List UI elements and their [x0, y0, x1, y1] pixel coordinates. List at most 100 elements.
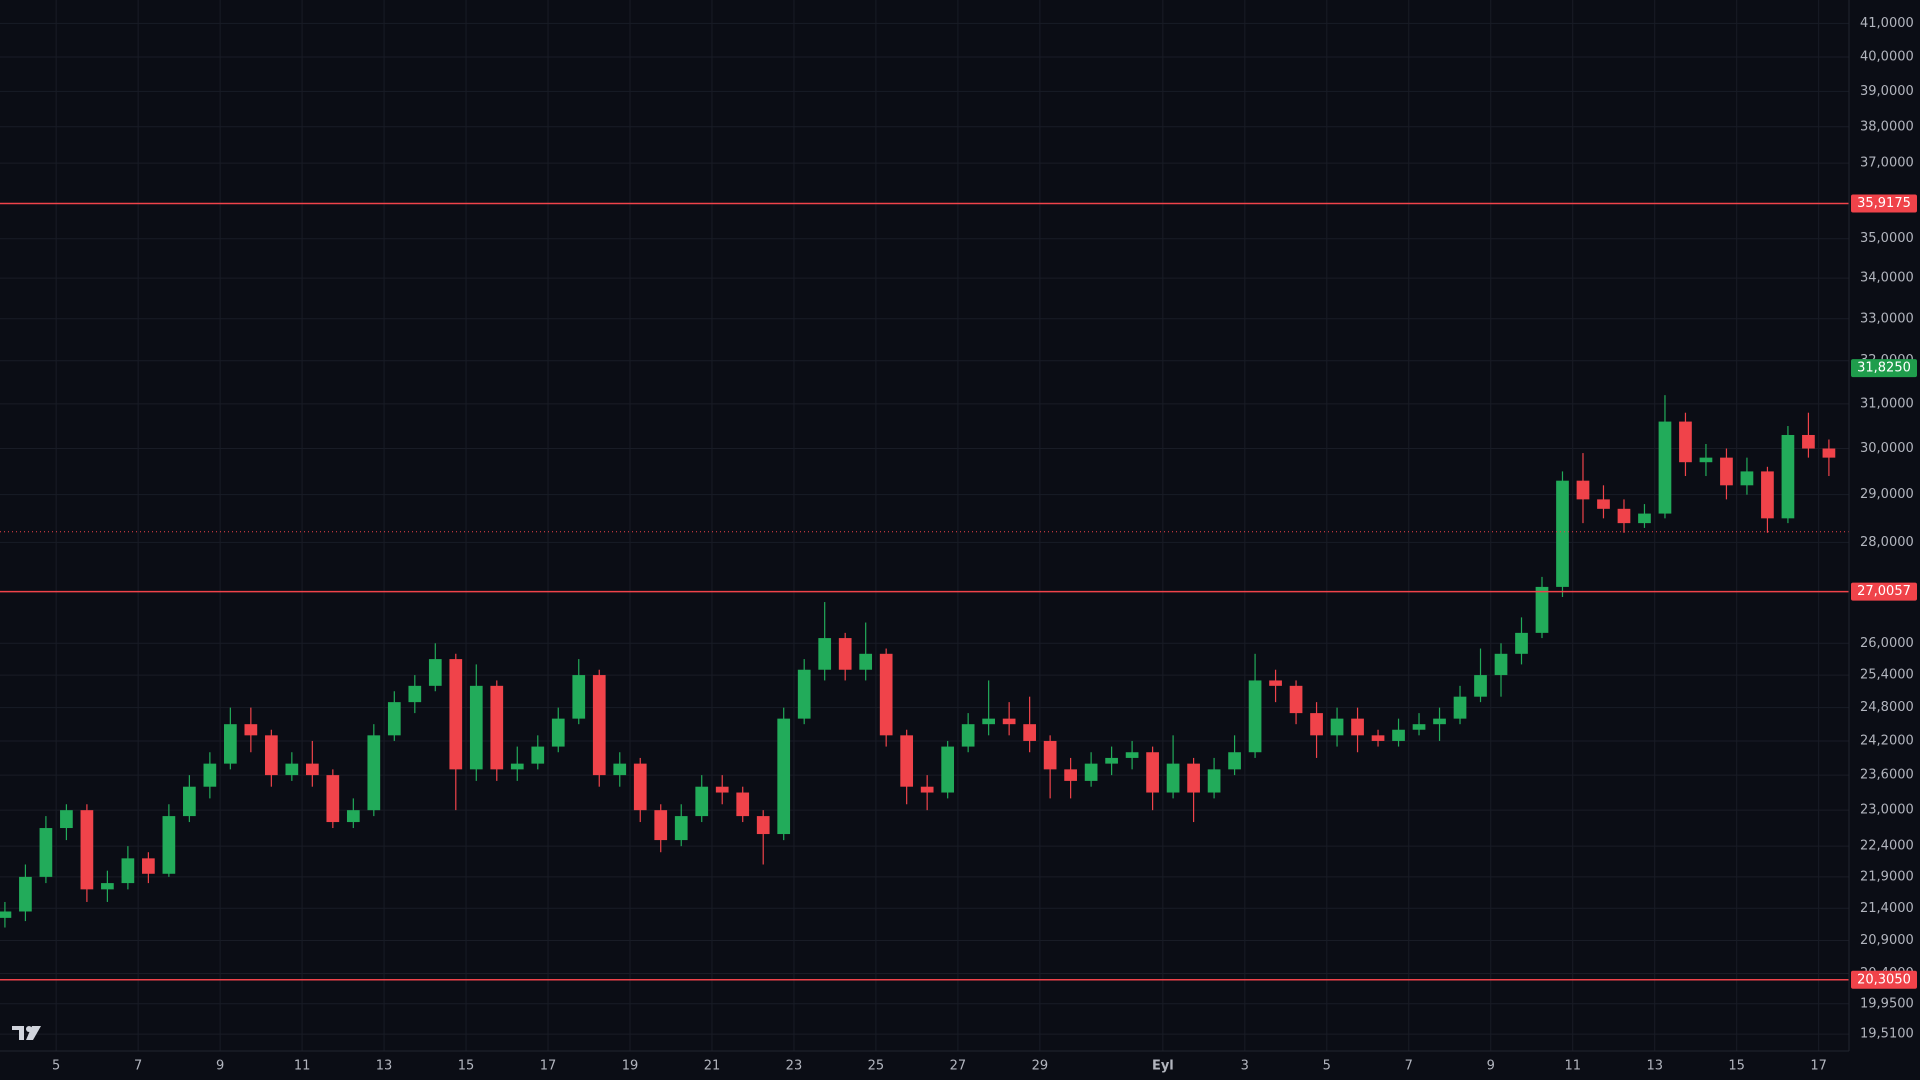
x-tick-label: 7: [1405, 1059, 1413, 1074]
y-tick-label: 26,0000: [1860, 636, 1914, 651]
candle-body: [551, 718, 565, 747]
y-tick-label: 40,0000: [1860, 49, 1914, 64]
candle-body: [838, 638, 852, 670]
y-tick-label: 23,6000: [1860, 768, 1914, 783]
candle-body: [19, 876, 32, 912]
level-label: 20,3050: [1857, 972, 1911, 987]
candle-body: [982, 718, 996, 725]
x-tick-label: 21: [704, 1059, 721, 1074]
candle-body: [367, 735, 381, 811]
candle-body: [121, 858, 135, 884]
candle-body: [715, 786, 729, 793]
y-tick-label: 19,5100: [1860, 1027, 1914, 1042]
last-price-label: 31,8250: [1857, 361, 1911, 376]
candle-body: [244, 724, 258, 736]
x-tick-label: 9: [216, 1059, 224, 1074]
candle-body: [1802, 434, 1815, 449]
candle-body: [777, 718, 791, 835]
grid: [0, 0, 1849, 1051]
candle-body: [941, 746, 955, 793]
candle-body: [1207, 769, 1221, 793]
candle-body: [592, 675, 606, 776]
candle-body: [490, 685, 504, 770]
y-tick-label: 41,0000: [1860, 16, 1914, 31]
candle-body: [1474, 675, 1487, 697]
candle-body: [1412, 724, 1426, 730]
x-tick-label: 13: [376, 1059, 393, 1074]
candle-body: [1433, 718, 1446, 725]
y-tick-label: 30,0000: [1860, 441, 1914, 456]
y-tick-label: 21,9000: [1860, 869, 1914, 884]
candle-body: [0, 911, 12, 918]
candle-body: [1084, 763, 1098, 781]
last-price-box: [1851, 359, 1917, 378]
x-tick-label: 9: [1487, 1059, 1495, 1074]
level-label: 27,0057: [1857, 584, 1911, 599]
x-tick-label: Eyl: [1152, 1059, 1174, 1074]
candle-body: [1105, 757, 1118, 764]
candle-body: [449, 659, 463, 770]
candle-body: [60, 810, 73, 829]
candle-body: [1023, 724, 1036, 741]
candles: [0, 395, 1836, 928]
candle-body: [572, 675, 586, 719]
candle-body: [1043, 740, 1057, 770]
x-tick-label: 19: [622, 1059, 639, 1074]
y-tick-label: 28,0000: [1860, 535, 1914, 550]
candle-body: [387, 702, 401, 736]
y-tick-label: 38,0000: [1860, 119, 1914, 134]
y-tick-label: 20,9000: [1860, 933, 1914, 948]
candle-body: [1146, 752, 1159, 793]
candle-body: [879, 653, 893, 736]
y-tick-label: 22,4000: [1860, 839, 1914, 854]
candle-body: [1187, 763, 1200, 793]
x-tick-label: 13: [1646, 1059, 1663, 1074]
y-tick-label: 35,0000: [1860, 231, 1914, 246]
candle-body: [469, 685, 483, 770]
candle-body: [101, 883, 114, 890]
candle-body: [1125, 752, 1139, 758]
candle-body: [285, 763, 299, 776]
candle-body: [695, 786, 709, 817]
x-tick-label: 3: [1241, 1059, 1249, 1074]
candle-body: [961, 724, 975, 747]
candle-body: [797, 669, 811, 719]
candle-body: [1740, 471, 1754, 486]
logo: [12, 1026, 41, 1040]
candle-body: [1576, 480, 1590, 500]
y-tick-label: 21,4000: [1860, 901, 1914, 916]
candle-body: [346, 810, 360, 823]
x-tick-label: 17: [540, 1059, 557, 1074]
candle-body: [305, 763, 319, 776]
x-tick-label: 29: [1032, 1059, 1049, 1074]
x-tick-label: 11: [294, 1059, 311, 1074]
candle-body: [408, 685, 422, 703]
candle-body: [1699, 457, 1713, 463]
level-label: 35,9175: [1857, 196, 1911, 211]
candle-body: [1556, 480, 1569, 587]
candle-body: [39, 828, 53, 877]
candle-body: [1228, 752, 1241, 770]
y-tick-label: 24,2000: [1860, 733, 1914, 748]
candle-body: [1720, 457, 1733, 486]
y-tick-label: 29,0000: [1860, 487, 1914, 502]
candle-body: [1617, 508, 1631, 524]
candle-body: [1166, 763, 1180, 793]
y-tick-label: 25,4000: [1860, 668, 1914, 683]
candle-body: [654, 810, 668, 841]
y-tick-label: 24,8000: [1860, 700, 1914, 715]
candle-body: [1453, 696, 1467, 719]
candle-body: [1638, 513, 1651, 524]
x-tick-label: 15: [1728, 1059, 1745, 1074]
candle-body: [900, 735, 914, 787]
y-tick-label: 39,0000: [1860, 84, 1914, 99]
level-label-box: [1851, 582, 1917, 601]
candle-body: [1330, 718, 1344, 736]
x-tick-label: 5: [52, 1059, 60, 1074]
x-tick-label: 15: [458, 1059, 475, 1074]
candle-body: [920, 786, 934, 793]
candle-body: [613, 763, 627, 776]
level-label-box: [1851, 194, 1917, 213]
